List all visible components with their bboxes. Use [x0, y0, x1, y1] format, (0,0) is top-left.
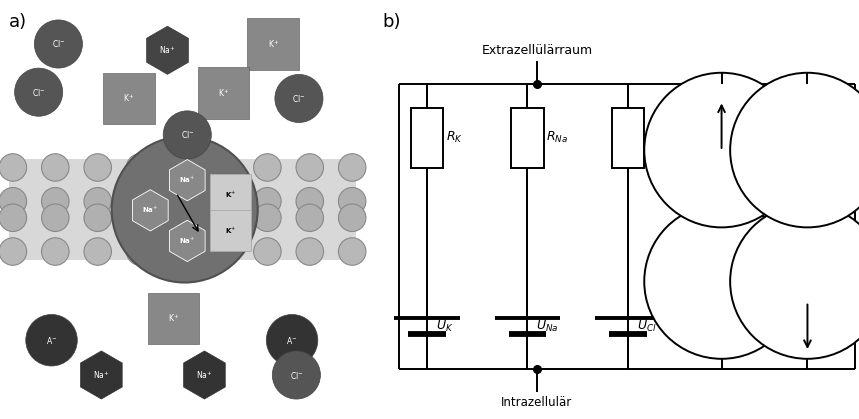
Ellipse shape	[338, 238, 366, 265]
Ellipse shape	[15, 68, 63, 116]
Ellipse shape	[41, 188, 69, 215]
Ellipse shape	[0, 154, 27, 181]
Ellipse shape	[41, 238, 69, 265]
Ellipse shape	[26, 314, 77, 366]
Text: Extrazellülärraum: Extrazellülärraum	[481, 44, 593, 57]
Text: $R_{Cl}$: $R_{Cl}$	[647, 130, 666, 145]
Text: K$^{+}$: K$^{+}$	[225, 225, 235, 235]
Ellipse shape	[253, 204, 281, 231]
Ellipse shape	[296, 204, 324, 231]
Bar	[210, 174, 251, 215]
Bar	[612, 108, 644, 168]
Bar	[103, 72, 155, 124]
Ellipse shape	[168, 204, 196, 231]
Ellipse shape	[126, 188, 154, 215]
Bar	[210, 210, 251, 251]
Bar	[198, 67, 249, 119]
Ellipse shape	[163, 111, 211, 159]
Text: $R_{Na}$: $R_{Na}$	[546, 130, 569, 145]
Ellipse shape	[41, 204, 69, 231]
Ellipse shape	[168, 238, 196, 265]
Ellipse shape	[266, 314, 318, 366]
Ellipse shape	[730, 204, 859, 359]
Text: b): b)	[382, 13, 401, 31]
Text: $I_{Na}$: $I_{Na}$	[734, 118, 751, 133]
Text: Na$^{+}$: Na$^{+}$	[159, 44, 176, 56]
Ellipse shape	[644, 73, 799, 228]
Text: K$^{+}$: K$^{+}$	[225, 190, 235, 200]
Ellipse shape	[126, 154, 154, 181]
Ellipse shape	[0, 238, 27, 265]
Text: Cl$^{-}$: Cl$^{-}$	[292, 93, 306, 104]
Ellipse shape	[253, 188, 281, 215]
Ellipse shape	[34, 20, 82, 68]
Text: Cl$^{-}$: Cl$^{-}$	[52, 39, 65, 49]
Ellipse shape	[126, 238, 154, 265]
Text: $R_{K}$: $R_{K}$	[446, 130, 463, 145]
Text: K$^{+}$: K$^{+}$	[168, 313, 179, 324]
Ellipse shape	[0, 204, 27, 231]
Polygon shape	[169, 220, 205, 261]
Ellipse shape	[253, 238, 281, 265]
Text: Na$^{+}$: Na$^{+}$	[180, 175, 195, 185]
Polygon shape	[169, 160, 205, 201]
Ellipse shape	[84, 188, 112, 215]
Ellipse shape	[296, 154, 324, 181]
Ellipse shape	[296, 188, 324, 215]
Ellipse shape	[338, 204, 366, 231]
Text: Cl$^{-}$: Cl$^{-}$	[32, 87, 46, 98]
Ellipse shape	[84, 238, 112, 265]
Text: Intrazellulär: Intrazellulär	[502, 396, 572, 409]
Ellipse shape	[296, 238, 324, 265]
Ellipse shape	[211, 154, 239, 181]
Ellipse shape	[275, 75, 323, 122]
Ellipse shape	[0, 188, 27, 215]
Ellipse shape	[211, 238, 239, 265]
Text: K$^{+}$: K$^{+}$	[124, 93, 134, 104]
Bar	[148, 292, 199, 344]
Ellipse shape	[126, 204, 154, 231]
Bar	[411, 108, 443, 168]
Bar	[511, 108, 544, 168]
Ellipse shape	[84, 154, 112, 181]
Text: $U_{Cl}$: $U_{Cl}$	[637, 318, 656, 334]
Ellipse shape	[338, 154, 366, 181]
Ellipse shape	[41, 154, 69, 181]
Ellipse shape	[112, 137, 258, 282]
Ellipse shape	[338, 188, 366, 215]
Text: Na$^{+}$: Na$^{+}$	[180, 236, 195, 246]
Text: K$^{+}$: K$^{+}$	[268, 38, 278, 50]
Ellipse shape	[168, 188, 196, 215]
Ellipse shape	[211, 204, 239, 231]
Text: $U_{Na}$: $U_{Na}$	[536, 318, 558, 334]
Bar	[247, 18, 299, 70]
Ellipse shape	[84, 204, 112, 231]
Text: Na$^{+}$: Na$^{+}$	[196, 369, 213, 381]
Ellipse shape	[211, 188, 239, 215]
Text: Cl$^{-}$: Cl$^{-}$	[289, 370, 303, 380]
Text: Na$^{+}$: Na$^{+}$	[93, 369, 110, 381]
Text: A$^{-}$: A$^{-}$	[286, 335, 298, 346]
Text: $I_K$: $I_K$	[819, 319, 832, 334]
Text: K$^{+}$: K$^{+}$	[218, 87, 228, 99]
Ellipse shape	[272, 351, 320, 399]
Polygon shape	[81, 351, 122, 399]
Text: a): a)	[9, 13, 27, 31]
Bar	[9, 159, 356, 260]
Text: Cl$^{-}$: Cl$^{-}$	[180, 129, 194, 140]
Polygon shape	[184, 351, 225, 399]
Ellipse shape	[644, 204, 799, 359]
Ellipse shape	[168, 154, 196, 181]
Text: A$^{-}$: A$^{-}$	[46, 335, 58, 346]
Polygon shape	[132, 190, 168, 231]
Polygon shape	[147, 26, 188, 74]
Text: $U_{K}$: $U_{K}$	[436, 318, 453, 334]
Text: Na$^{+}$: Na$^{+}$	[143, 205, 158, 215]
Ellipse shape	[253, 154, 281, 181]
Ellipse shape	[730, 73, 859, 228]
